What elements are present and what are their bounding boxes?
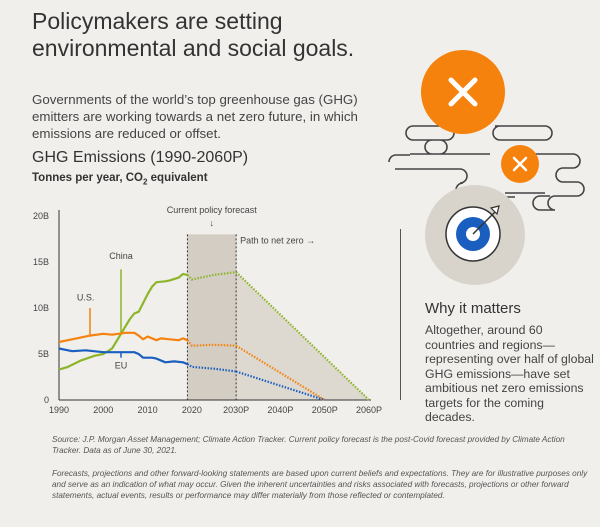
illustration <box>388 50 585 285</box>
disclaimer: Forecasts, projections and other forward… <box>52 469 588 500</box>
forecast-shade <box>187 234 237 400</box>
x-tick-label: 2060P <box>356 405 382 415</box>
x-tick-label: 2050P <box>312 405 338 415</box>
eu-series-label: EU <box>115 361 128 371</box>
us-series-label: U.S. <box>77 293 95 303</box>
page-title: Policymakers are setting environmental a… <box>32 8 355 61</box>
x-tick-label: 2030P <box>223 405 249 415</box>
y-tick-label: 10B <box>33 303 49 313</box>
eu-historical-line <box>58 347 188 366</box>
eu-forecast-line <box>186 363 237 373</box>
y-tick-label: 0 <box>44 395 49 405</box>
forecast-arrow: ↓ <box>210 218 215 228</box>
y-tick-label: 20B <box>33 211 49 221</box>
x-tick-label: 2040P <box>267 405 293 415</box>
subtitle-tail: equivalent <box>147 172 208 184</box>
emissions-chart: Current policy forecast ↓ Path to net zero… <box>33 205 382 415</box>
us-historical-line <box>58 331 188 344</box>
chart-subtitle: Tonnes per year, CO2 equivalent <box>32 172 208 186</box>
china-forecast-line <box>186 271 237 281</box>
intro-text: Governments of the world’s top greenhous… <box>32 92 358 141</box>
forecast-label: Current policy forecast <box>167 205 258 215</box>
x-tick-label: 2010 <box>138 405 158 415</box>
divider-line <box>400 229 401 400</box>
china-netzero-line <box>235 271 370 401</box>
target-arrow-icon <box>445 205 501 262</box>
china-series-label: China <box>109 251 133 261</box>
x-tick-label: 2000 <box>93 405 113 415</box>
y-tick-label: 5B <box>38 349 49 359</box>
us-netzero-line <box>235 344 326 401</box>
why-text: Altogether, around 60 countries and regi… <box>425 323 594 424</box>
why-heading: Why it matters <box>425 300 521 317</box>
y-tick-label: 15B <box>33 257 49 267</box>
netzero-label: Path to net zero → <box>240 235 315 245</box>
eu-netzero-line <box>235 370 326 402</box>
subtitle-sub: 2 <box>143 177 148 187</box>
source-note: Source: J.P. Morgan Asset Management; Cl… <box>52 435 565 455</box>
china-historical-line <box>58 272 188 371</box>
chart-title: GHG Emissions (1990-2060P) <box>32 149 249 166</box>
us-forecast-line <box>186 339 237 347</box>
x-tick-label: 2020 <box>182 405 202 415</box>
subtitle-main: Tonnes per year, CO <box>32 172 143 184</box>
x-tick-label: 1990 <box>49 405 69 415</box>
